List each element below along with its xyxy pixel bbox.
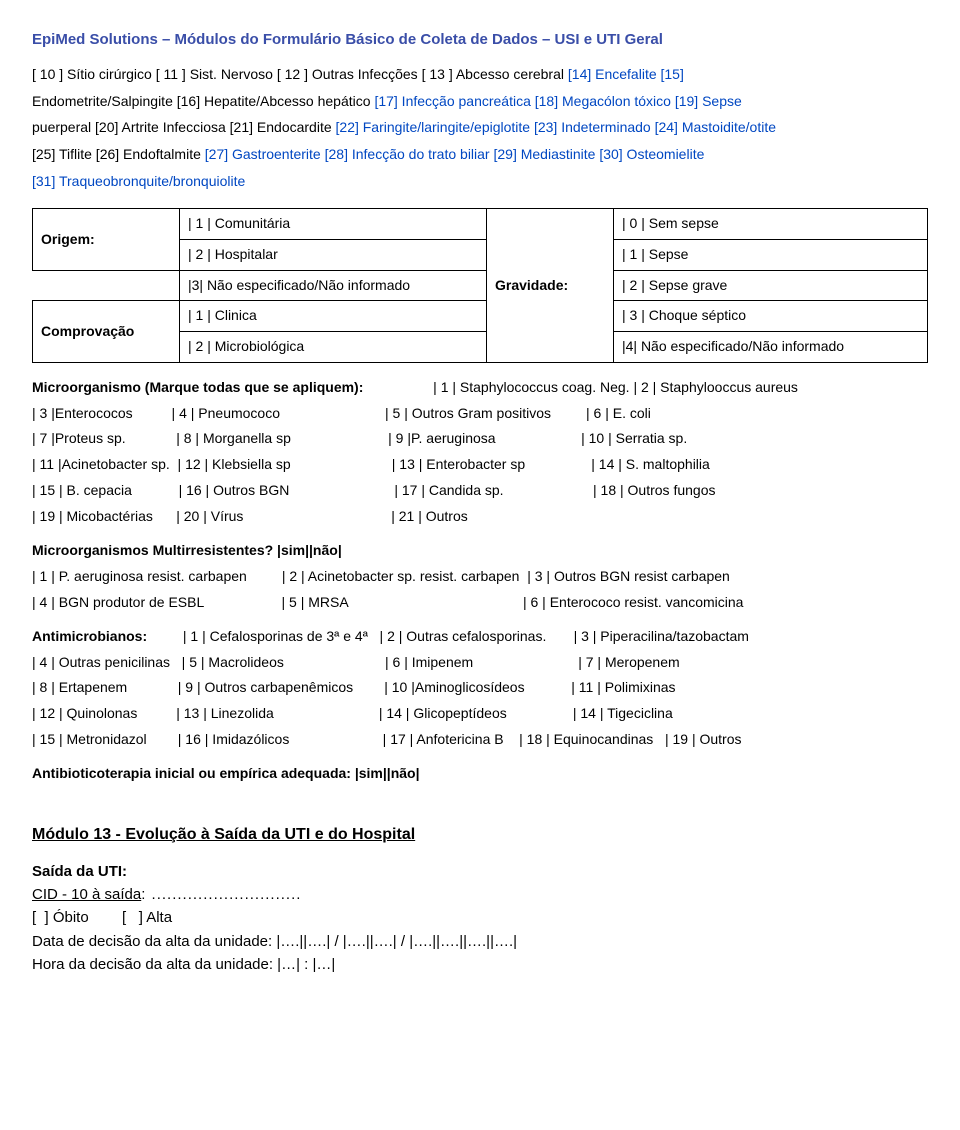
comprovacao-label: Comprovação [33, 301, 180, 362]
origem-label: Origem: [33, 209, 180, 270]
origin-severity-table: Origem: | 1 | Comunitária Gravidade: | 0… [32, 208, 928, 362]
origem-option[interactable]: |3| Não especificado/Não informado [180, 270, 487, 301]
flow-text: [14] Encefalite [15] [568, 66, 684, 82]
flow-text: [31] Traqueobronquite/bronquiolite [32, 173, 245, 189]
micro-row: | 7 |Proteus sp. | 8 | Morganella sp | 9… [32, 426, 928, 452]
hora-decisao-line[interactable]: Hora da decisão da alta da unidade: |…| … [32, 953, 928, 976]
flow-text: [22] Faringite/laringite/epiglotite [23]… [336, 119, 776, 135]
infection-codes-block: [ 10 ] Sítio cirúrgico [ 11 ] Sist. Nerv… [32, 61, 928, 194]
multi-row: | 1 | P. aeruginosa resist. carbapen | 2… [32, 564, 928, 590]
flow-text: [17] Infecção pancreática [18] Megacólon… [374, 93, 741, 109]
flow-text: puerperal [20] Artrite Infecciosa [21] E… [32, 119, 336, 135]
origem-option[interactable]: | 1 | Comunitária [180, 209, 487, 240]
multiresistant-block: Microorganismos Multirresistentes? |sim|… [32, 538, 928, 616]
cid-label: CID - 10 à saída [32, 886, 141, 903]
multi-row: | 4 | BGN produtor de ESBL | 5 | MRSA | … [32, 590, 928, 616]
gravidade-label: Gravidade: [487, 209, 614, 362]
anti-row: | 15 | Metronidazol | 16 | Imidazólicos … [32, 727, 928, 753]
flow-text: Endometrite/Salpingite [16] Hepatite/Abc… [32, 93, 374, 109]
page-header: EpiMed Solutions – Módulos do Formulário… [32, 28, 928, 51]
cid-dots: : ............................. [141, 886, 301, 903]
anti-row: | 12 | Quinolonas | 13 | Linezolida | 14… [32, 701, 928, 727]
gravidade-option[interactable]: | 2 | Sepse grave [614, 270, 928, 301]
anti-row: | 8 | Ertapenem | 9 | Outros carbapenêmi… [32, 675, 928, 701]
flow-text: [ 10 ] Sítio cirúrgico [ 11 ] Sist. Nerv… [32, 66, 568, 82]
anti-row: | 4 | Outras penicilinas | 5 | Macrolide… [32, 650, 928, 676]
micro-row: | 11 |Acinetobacter sp. | 12 | Klebsiell… [32, 452, 928, 478]
gravidade-option[interactable]: | 1 | Sepse [614, 239, 928, 270]
comprovacao-option[interactable]: | 2 | Microbiológica [180, 331, 487, 362]
gravidade-option[interactable]: | 0 | Sem sepse [614, 209, 928, 240]
comprovacao-option[interactable]: | 1 | Clinica [180, 301, 487, 332]
module-13-title: Módulo 13 - Evolução à Saída da UTI e do… [32, 823, 928, 848]
saida-uti-label: Saída da UTI: [32, 860, 928, 883]
micro-row: | 3 |Enterococos | 4 | Pneumococo | 5 | … [32, 401, 928, 427]
anti-title: Antimicrobianos: [32, 628, 147, 644]
origem-option[interactable]: | 2 | Hospitalar [180, 239, 487, 270]
micro-row: | 1 | Staphylococcus coag. Neg. | 2 | St… [433, 379, 798, 395]
flow-text: [27] Gastroenterite [28] Infecção do tra… [205, 146, 705, 162]
microorganism-block: Microorganismo (Marque todas que se apli… [32, 375, 928, 530]
flow-text: [25] Tiflite [26] Endoftalmite [32, 146, 205, 162]
data-decisao-line[interactable]: Data de decisão da alta da unidade: |….|… [32, 930, 928, 953]
obito-alta-line[interactable]: [ ] Óbito [ ] Alta [32, 906, 928, 929]
multi-title: Microorganismos Multirresistentes? |sim|… [32, 538, 928, 564]
anti-row: | 1 | Cefalosporinas de 3ª e 4ª | 2 | Ou… [183, 628, 749, 644]
adequate-therapy-line: Antibioticoterapia inicial ou empírica a… [32, 761, 928, 787]
micro-row: | 19 | Micobactérias | 20 | Vírus | 21 |… [32, 504, 928, 530]
gravidade-option[interactable]: |4| Não especificado/Não informado [614, 331, 928, 362]
micro-row: | 15 | B. cepacia | 16 | Outros BGN | 17… [32, 478, 928, 504]
antimicrobials-block: Antimicrobianos: | 1 | Cefalosporinas de… [32, 624, 928, 753]
micro-title: Microorganismo (Marque todas que se apli… [32, 379, 363, 395]
gravidade-option[interactable]: | 3 | Choque séptico [614, 301, 928, 332]
